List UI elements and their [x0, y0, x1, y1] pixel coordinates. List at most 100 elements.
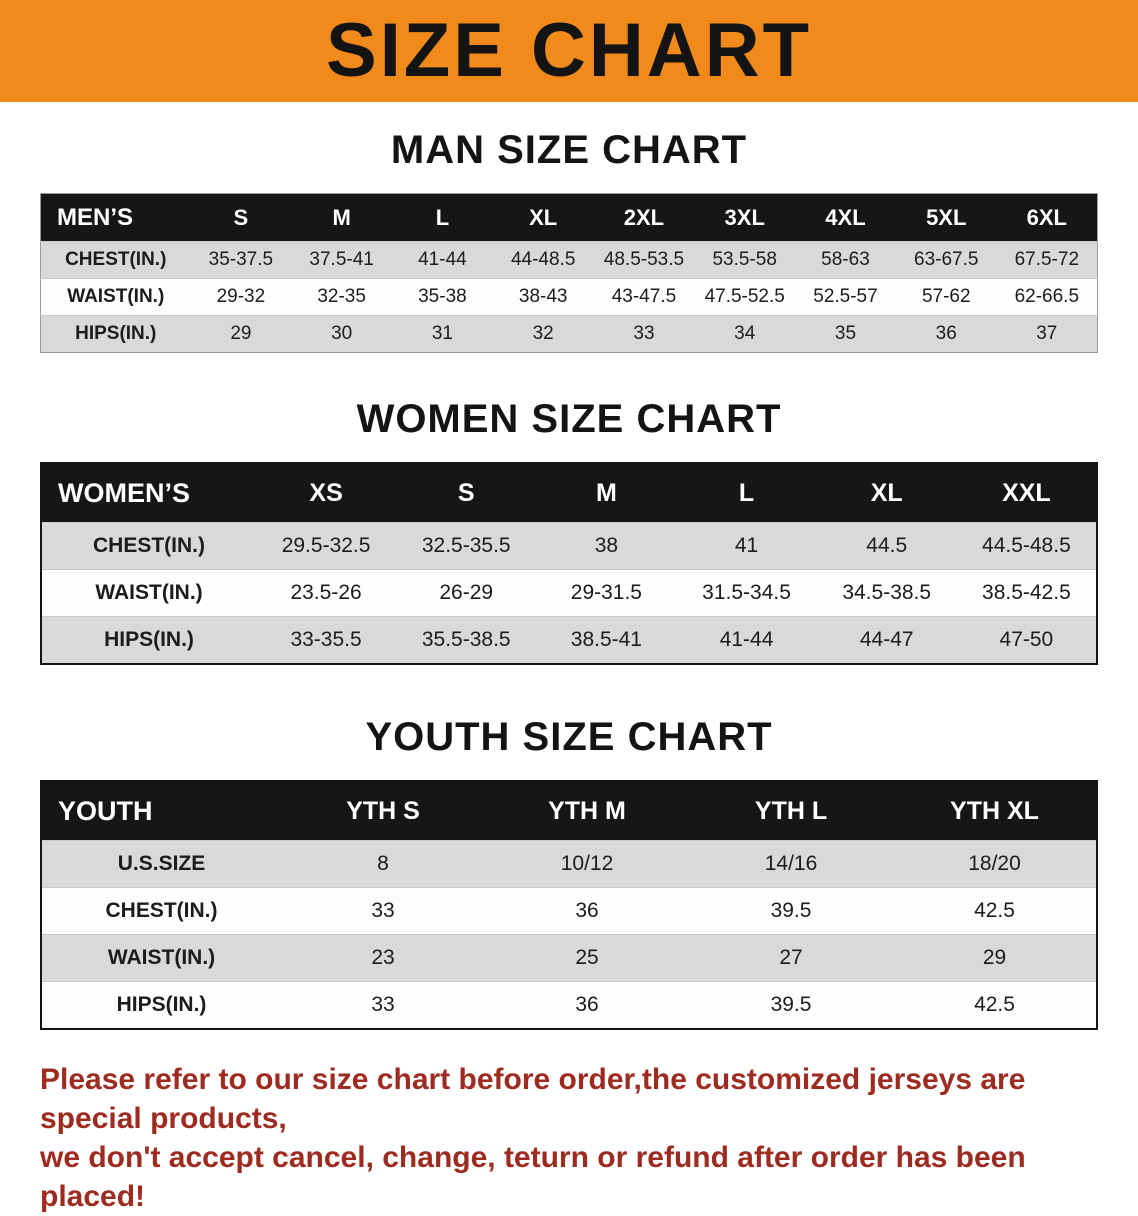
- size-value: 35-38: [392, 278, 493, 316]
- size-value: 62-66.5: [996, 278, 1098, 316]
- youth-waist-row: WAIST(IN.) 23 25 27 29: [41, 934, 1097, 982]
- size-value: 34: [694, 315, 796, 353]
- size-value: 44-47: [816, 616, 957, 664]
- row-label: WAIST(IN.): [41, 569, 256, 617]
- men-col-6xl: 6XL: [996, 193, 1098, 242]
- men-col-m: M: [291, 193, 393, 242]
- youth-header-row: YOUTH YTH S YTH M YTH L YTH XL: [41, 781, 1097, 841]
- women-size-table: WOMEN’S XS S M L XL XXL CHEST(IN.) 29.5-…: [40, 462, 1098, 665]
- disclaimer-line-1: Please refer to our size chart before or…: [40, 1063, 1026, 1135]
- men-col-l: L: [392, 193, 493, 242]
- size-value: 34.5-38.5: [816, 569, 957, 617]
- size-value: 32-35: [291, 278, 393, 316]
- men-table-title: MEN’S: [40, 193, 191, 242]
- size-value: 37.5-41: [291, 241, 393, 279]
- banner-title: SIZE CHART: [326, 8, 812, 93]
- size-value: 39.5: [689, 981, 893, 1029]
- size-value: 37: [996, 315, 1098, 353]
- size-value: 27: [689, 934, 893, 982]
- size-value: 67.5-72: [996, 241, 1098, 279]
- youth-col-l: YTH L: [689, 781, 893, 841]
- women-col-xxl: XXL: [956, 463, 1097, 523]
- size-value: 43-47.5: [593, 278, 695, 316]
- size-value: 33: [281, 887, 485, 935]
- women-col-l: L: [676, 463, 817, 523]
- men-size-table: MEN’S S M L XL 2XL 3XL 4XL 5XL 6XL CHEST…: [40, 193, 1098, 353]
- men-col-s: S: [190, 193, 292, 242]
- size-value: 63-67.5: [895, 241, 997, 279]
- size-value: 38.5-41: [536, 616, 677, 664]
- size-value: 29: [893, 934, 1097, 982]
- row-label: CHEST(IN.): [41, 522, 256, 570]
- men-col-5xl: 5XL: [895, 193, 997, 242]
- size-value: 44-48.5: [492, 241, 594, 279]
- youth-col-xl: YTH XL: [893, 781, 1097, 841]
- row-label: WAIST(IN.): [41, 934, 281, 982]
- size-value: 41: [676, 522, 817, 570]
- women-col-s: S: [396, 463, 537, 523]
- size-value: 10/12: [485, 840, 689, 888]
- youth-col-m: YTH M: [485, 781, 689, 841]
- size-value: 35-37.5: [190, 241, 292, 279]
- size-value: 42.5: [893, 887, 1097, 935]
- men-size-section: MAN SIZE CHART MEN’S S M L XL 2XL 3XL 4X…: [0, 128, 1138, 353]
- women-size-section: WOMEN SIZE CHART WOMEN’S XS S M L XL XXL…: [0, 397, 1138, 665]
- men-chest-row: CHEST(IN.) 35-37.5 37.5-41 41-44 44-48.5…: [40, 241, 1098, 279]
- women-header-row: WOMEN’S XS S M L XL XXL: [41, 463, 1097, 523]
- women-chest-row: CHEST(IN.) 29.5-32.5 32.5-35.5 38 41 44.…: [41, 522, 1097, 570]
- youth-chest-row: CHEST(IN.) 33 36 39.5 42.5: [41, 887, 1097, 935]
- size-value: 52.5-57: [795, 278, 896, 316]
- size-value: 35.5-38.5: [396, 616, 537, 664]
- size-value: 29-32: [190, 278, 292, 316]
- size-value: 47-50: [956, 616, 1097, 664]
- size-value: 39.5: [689, 887, 893, 935]
- row-label: U.S.SIZE: [41, 840, 281, 888]
- men-waist-row: WAIST(IN.) 29-32 32-35 35-38 38-43 43-47…: [40, 278, 1098, 316]
- size-value: 36: [485, 981, 689, 1029]
- size-value: 18/20: [893, 840, 1097, 888]
- size-value: 41-44: [676, 616, 817, 664]
- size-value: 53.5-58: [694, 241, 796, 279]
- size-value: 31: [392, 315, 493, 353]
- youth-col-s: YTH S: [281, 781, 485, 841]
- men-hips-row: HIPS(IN.) 29 30 31 32 33 34 35 36 37: [40, 315, 1098, 353]
- women-size-heading: WOMEN SIZE CHART: [356, 397, 782, 441]
- size-value: 35: [795, 315, 896, 353]
- youth-hips-row: HIPS(IN.) 33 36 39.5 42.5: [41, 981, 1097, 1029]
- disclaimer: Please refer to our size chart before or…: [40, 1060, 1098, 1216]
- row-label: HIPS(IN.): [41, 616, 256, 664]
- size-value: 58-63: [795, 241, 896, 279]
- men-col-xl: XL: [492, 193, 594, 242]
- size-value: 32: [492, 315, 594, 353]
- women-waist-row: WAIST(IN.) 23.5-26 26-29 29-31.5 31.5-34…: [41, 569, 1097, 617]
- size-value: 38-43: [492, 278, 594, 316]
- size-chart-banner: SIZE CHART: [0, 0, 1138, 102]
- size-value: 23: [281, 934, 485, 982]
- size-value: 44.5: [816, 522, 957, 570]
- size-value: 44.5-48.5: [956, 522, 1097, 570]
- men-col-4xl: 4XL: [795, 193, 896, 242]
- size-value: 42.5: [893, 981, 1097, 1029]
- size-value: 32.5-35.5: [396, 522, 537, 570]
- size-value: 57-62: [895, 278, 997, 316]
- size-value: 38: [536, 522, 677, 570]
- row-label: WAIST(IN.): [40, 278, 191, 316]
- youth-size-heading: YOUTH SIZE CHART: [365, 715, 773, 759]
- size-value: 14/16: [689, 840, 893, 888]
- size-value: 33: [593, 315, 695, 353]
- disclaimer-line-2: we don't accept cancel, change, teturn o…: [40, 1141, 1026, 1213]
- size-value: 41-44: [392, 241, 493, 279]
- size-value: 33-35.5: [256, 616, 397, 664]
- size-value: 23.5-26: [256, 569, 397, 617]
- youth-table-title: YOUTH: [41, 781, 281, 841]
- size-value: 38.5-42.5: [956, 569, 1097, 617]
- women-table-title: WOMEN’S: [41, 463, 256, 523]
- size-value: 36: [895, 315, 997, 353]
- size-value: 47.5-52.5: [694, 278, 796, 316]
- size-value: 8: [281, 840, 485, 888]
- youth-size-table: YOUTH YTH S YTH M YTH L YTH XL U.S.SIZE …: [40, 780, 1098, 1030]
- row-label: HIPS(IN.): [40, 315, 191, 353]
- women-hips-row: HIPS(IN.) 33-35.5 35.5-38.5 38.5-41 41-4…: [41, 616, 1097, 664]
- men-col-3xl: 3XL: [694, 193, 796, 242]
- size-value: 30: [291, 315, 393, 353]
